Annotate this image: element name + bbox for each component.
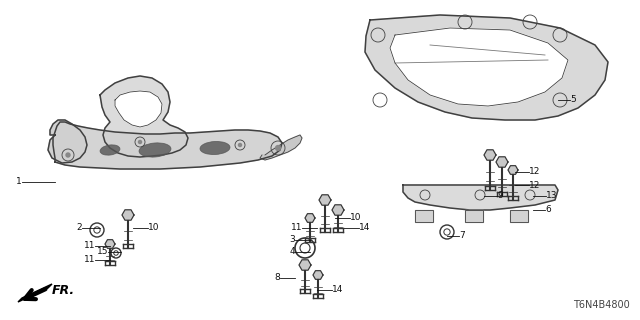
Text: 7: 7 <box>459 231 465 241</box>
Circle shape <box>275 145 281 151</box>
Text: 14: 14 <box>359 223 371 233</box>
Bar <box>465 210 483 222</box>
Polygon shape <box>48 120 87 163</box>
Text: 2: 2 <box>76 223 82 233</box>
Polygon shape <box>105 240 115 248</box>
Polygon shape <box>313 271 323 279</box>
Polygon shape <box>365 15 608 120</box>
Polygon shape <box>403 185 558 210</box>
Circle shape <box>237 143 243 147</box>
Text: 9: 9 <box>497 191 503 201</box>
Text: T6N4B4800: T6N4B4800 <box>573 300 630 310</box>
Text: FR.: FR. <box>52 284 75 297</box>
Polygon shape <box>18 284 52 302</box>
Polygon shape <box>484 150 496 160</box>
Polygon shape <box>510 210 528 222</box>
Text: 11: 11 <box>83 255 95 265</box>
Ellipse shape <box>100 145 120 155</box>
Ellipse shape <box>200 141 230 155</box>
Polygon shape <box>122 210 134 220</box>
Text: 14: 14 <box>332 285 344 294</box>
Polygon shape <box>53 122 282 169</box>
Text: 1: 1 <box>16 178 22 187</box>
Polygon shape <box>332 205 344 215</box>
Polygon shape <box>496 157 508 167</box>
Text: 12: 12 <box>529 167 540 177</box>
Polygon shape <box>319 195 331 205</box>
Text: 4: 4 <box>289 247 295 257</box>
Circle shape <box>65 152 70 158</box>
Bar <box>510 210 528 222</box>
Text: 6: 6 <box>545 205 551 214</box>
Polygon shape <box>390 28 568 106</box>
Polygon shape <box>465 210 483 222</box>
Text: 10: 10 <box>350 213 362 222</box>
Polygon shape <box>100 76 188 157</box>
Text: 5: 5 <box>570 95 576 105</box>
Polygon shape <box>260 135 302 160</box>
Ellipse shape <box>139 143 171 157</box>
Text: 11: 11 <box>291 223 302 233</box>
Text: 12: 12 <box>529 180 540 189</box>
Circle shape <box>138 140 142 144</box>
Text: 13: 13 <box>546 191 557 201</box>
Text: 8: 8 <box>275 274 280 283</box>
Bar <box>415 210 433 222</box>
Polygon shape <box>508 166 518 174</box>
Polygon shape <box>299 260 311 270</box>
Polygon shape <box>305 214 315 222</box>
Text: 10: 10 <box>148 223 159 233</box>
Polygon shape <box>415 210 433 222</box>
Polygon shape <box>115 91 162 127</box>
Text: 11: 11 <box>83 242 95 251</box>
Text: 15: 15 <box>97 247 108 257</box>
Text: 3: 3 <box>289 236 295 244</box>
